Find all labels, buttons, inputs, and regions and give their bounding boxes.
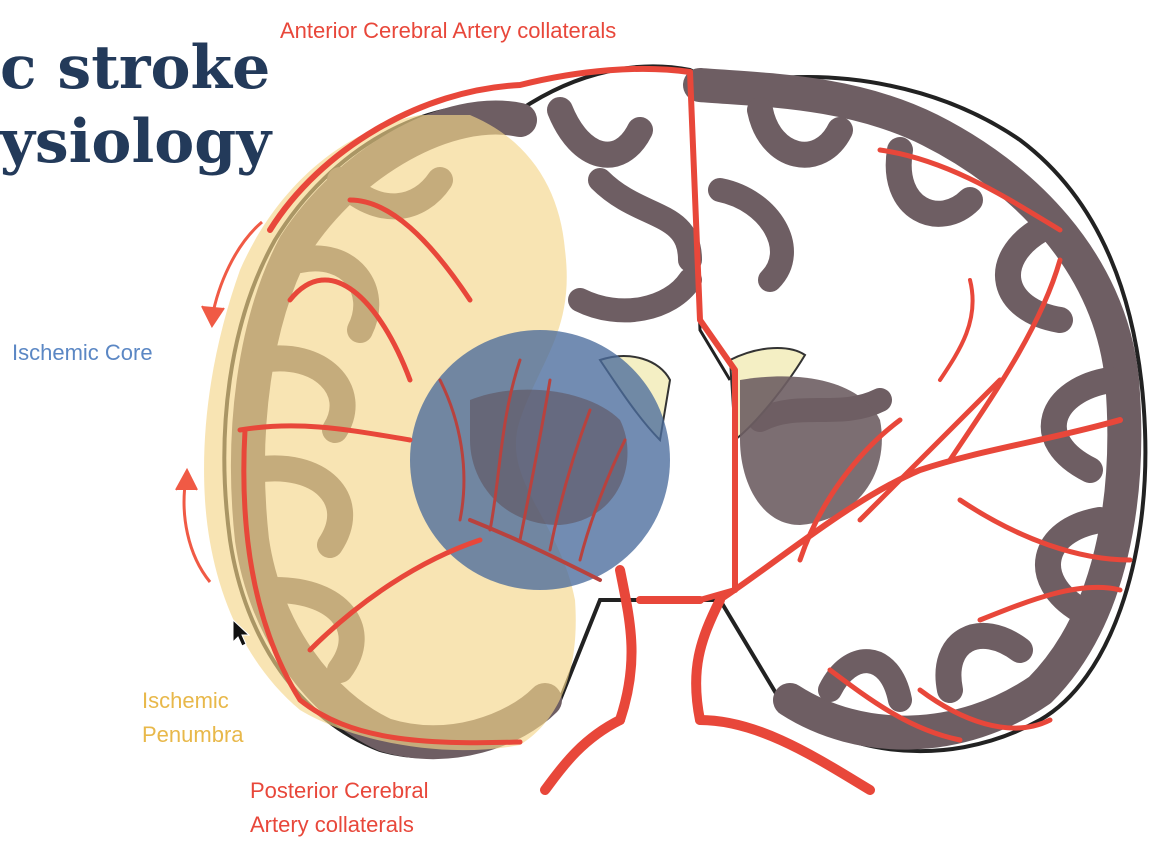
label-ischemic-core: Ischemic Core bbox=[12, 340, 153, 365]
curved-arrow-up-icon bbox=[175, 467, 212, 583]
label-penumbra-line-2: Penumbra bbox=[142, 722, 244, 747]
label-anterior-collaterals: Anterior Cerebral Artery collaterals bbox=[280, 18, 617, 43]
basal-ganglia-right bbox=[740, 376, 882, 525]
arteries bbox=[237, 65, 1133, 795]
penumbra-region bbox=[204, 115, 576, 751]
slide-title-line-1: c stroke bbox=[0, 33, 271, 103]
basal-ganglia-left bbox=[470, 389, 628, 525]
mouse-cursor-icon bbox=[232, 618, 251, 647]
slide-title-line-2: ysiology bbox=[0, 107, 272, 177]
label-posterior-line-1: Posterior Cerebral bbox=[250, 778, 429, 803]
label-posterior-line-2: Artery collaterals bbox=[250, 812, 414, 837]
label-penumbra-line-1: Ischemic bbox=[142, 688, 229, 713]
curved-arrow-down-icon bbox=[201, 220, 263, 328]
